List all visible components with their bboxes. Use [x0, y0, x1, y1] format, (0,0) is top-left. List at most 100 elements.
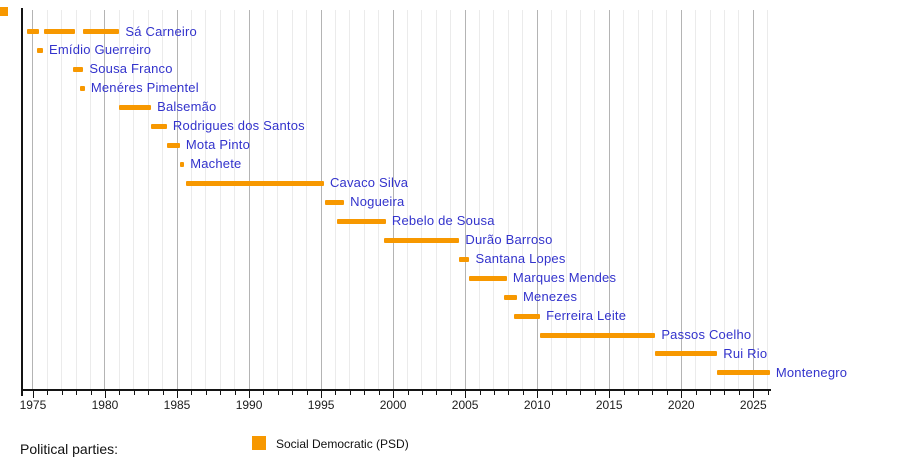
- minor-tick: [205, 391, 207, 395]
- tenure-bar: [37, 47, 44, 53]
- year-gridline: [75, 10, 77, 389]
- minor-tick: [638, 391, 640, 395]
- leader-label: Emídio Guerreiro: [49, 42, 152, 58]
- minor-tick: [378, 391, 380, 395]
- year-gridline: [738, 10, 740, 389]
- minor-tick: [652, 391, 654, 395]
- leader-label: Santana Lopes: [475, 251, 566, 267]
- tenure-bar: [540, 332, 656, 338]
- year-gridline: [262, 10, 264, 389]
- minor-tick: [421, 391, 423, 395]
- legend-entry-label: Social Democratic (PSD): [276, 437, 409, 451]
- leader-label: Nogueira: [350, 194, 405, 210]
- tenure-bar: [83, 29, 120, 34]
- x-tick-label: 2010: [523, 398, 551, 412]
- year-gridline: [450, 10, 452, 389]
- tenure-bar: [655, 351, 718, 357]
- leader-label: Durão Barroso: [465, 232, 553, 248]
- minor-tick: [263, 391, 265, 395]
- x-tick-label: 1980: [91, 398, 119, 412]
- minor-tick: [551, 391, 553, 395]
- leader-label: Sá Carneiro: [125, 23, 197, 39]
- tenure-bar: [336, 218, 386, 224]
- year-gridline: [133, 10, 135, 389]
- tenure-bar: [514, 313, 541, 319]
- tenure-bar: [44, 29, 75, 34]
- year-gridline: [118, 10, 120, 389]
- x-tick-label: 2005: [451, 398, 479, 412]
- major-tick: [609, 391, 611, 398]
- minor-tick: [133, 391, 135, 395]
- leader-label: Rodrigues dos Santos: [172, 118, 305, 134]
- year-gridline: [219, 10, 221, 389]
- year-gridline: [205, 10, 207, 389]
- minor-tick: [76, 391, 78, 395]
- year-gridline: [291, 10, 293, 389]
- year-gridline: [752, 10, 754, 389]
- year-gridline: [767, 10, 769, 389]
- year-gridline: [709, 10, 711, 389]
- minor-tick: [580, 391, 582, 395]
- tenure-bar: [27, 29, 39, 34]
- year-gridline: [551, 10, 553, 389]
- x-tick-label: 1995: [307, 398, 335, 412]
- tenure-bar: [185, 180, 324, 186]
- minor-tick: [724, 391, 726, 395]
- major-tick: [32, 391, 34, 398]
- minor-tick: [436, 391, 438, 395]
- x-tick-label: 2000: [379, 398, 407, 412]
- major-tick: [177, 391, 179, 398]
- year-gridline: [90, 10, 92, 389]
- leader-label: Mota Pinto: [185, 137, 251, 153]
- tenure-bar: [469, 275, 507, 281]
- leader-label: Menéres Pimentel: [90, 80, 199, 96]
- major-tick: [104, 391, 106, 398]
- year-gridline: [723, 10, 725, 389]
- x-tick-label: 1990: [235, 398, 263, 412]
- year-gridline: [507, 10, 509, 389]
- tenure-bar: [459, 256, 470, 262]
- year-gridline: [104, 10, 106, 389]
- minor-tick: [566, 391, 567, 395]
- leader-label: Ferreira Leite: [546, 308, 627, 324]
- minor-tick: [119, 391, 121, 395]
- leader-label: Montenegro: [775, 364, 848, 380]
- tenure-bar: [504, 294, 517, 300]
- year-gridline: [46, 10, 48, 389]
- minor-tick: [364, 391, 366, 395]
- minor-tick: [767, 391, 769, 395]
- year-gridline: [234, 10, 236, 389]
- year-gridline: [522, 10, 524, 389]
- major-tick: [681, 391, 683, 398]
- year-gridline: [320, 10, 322, 389]
- year-gridline: [680, 10, 682, 389]
- y-axis-line: [21, 8, 23, 396]
- minor-tick: [61, 391, 63, 395]
- x-tick-label: 2020: [667, 398, 695, 412]
- year-gridline: [421, 10, 423, 389]
- major-tick: [249, 391, 251, 398]
- tenure-bar: [73, 66, 84, 72]
- year-gridline: [666, 10, 668, 389]
- tenure-bar: [151, 123, 167, 129]
- minor-tick: [349, 391, 351, 395]
- year-gridline: [61, 10, 63, 389]
- major-tick: [321, 391, 323, 398]
- year-gridline: [277, 10, 279, 389]
- major-tick: [393, 391, 395, 398]
- year-gridline: [306, 10, 308, 389]
- minor-tick: [695, 391, 697, 395]
- leader-label: Balsemão: [157, 99, 217, 115]
- leader-label: Marques Mendes: [512, 270, 617, 286]
- minor-tick: [493, 391, 495, 395]
- year-gridline: [349, 10, 351, 389]
- leader-label: Machete: [190, 156, 242, 172]
- year-gridline: [695, 10, 697, 389]
- minor-tick: [710, 391, 712, 395]
- year-gridline: [623, 10, 625, 389]
- minor-tick: [220, 391, 222, 395]
- tenure-bar: [166, 142, 180, 148]
- year-gridline: [407, 10, 409, 389]
- leader-label: Rui Rio: [723, 345, 768, 361]
